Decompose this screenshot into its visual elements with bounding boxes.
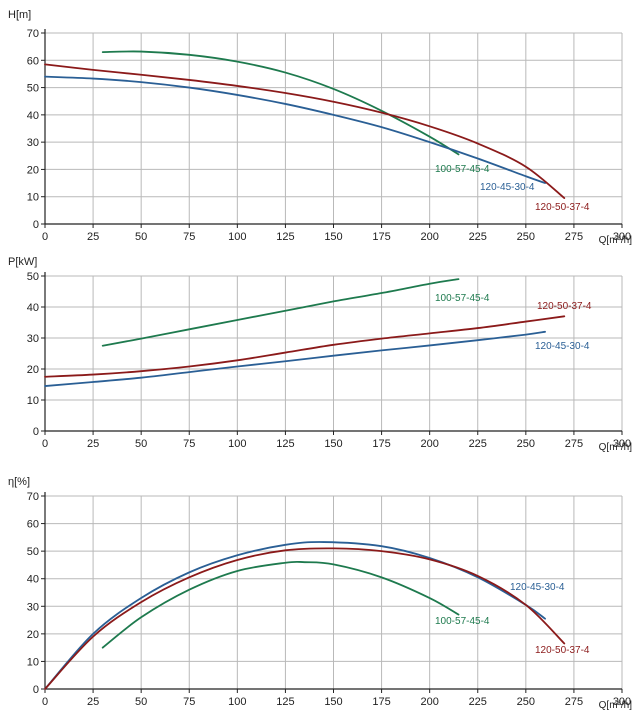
power-y-tick-label: 30 <box>27 333 39 345</box>
head-x-tick-label: 100 <box>228 231 246 243</box>
head-chart: 0 10 20 30 40 50 60 70 0 25 50 75 100 125 150 175 200 225… <box>8 9 632 246</box>
head-x-tick-label: 75 <box>183 231 195 243</box>
head-y-tick-label: 0 <box>33 219 39 231</box>
power-series-label-100-57-45-4: 100-57-45-4 <box>435 293 490 304</box>
efficiency-x-tick-label: 50 <box>135 696 147 708</box>
power-y-tick-label: 50 <box>27 271 39 283</box>
efficiency-x-tick-label: 0 <box>42 696 48 708</box>
power-x-tick-label: 100 <box>228 438 246 450</box>
head-series-label-120-50-37-4: 120-50-37-4 <box>535 202 590 213</box>
head-y-tick-label: 70 <box>27 28 39 40</box>
head-y-tick-label: 50 <box>27 83 39 95</box>
power-x-tick-label: 75 <box>183 438 195 450</box>
power-x-tick-label: 150 <box>324 438 342 450</box>
power-x-tick-label: 0 <box>42 438 48 450</box>
head-x-axis-label: Q[m³/h] <box>599 235 633 246</box>
efficiency-x-tick-label: 25 <box>87 696 99 708</box>
head-x-tick-label: 125 <box>276 231 294 243</box>
head-x-tick-label: 225 <box>469 231 487 243</box>
head-x-tick-label: 275 <box>565 231 583 243</box>
efficiency-x-tick-label: 250 <box>517 696 535 708</box>
power-y-axis-label: P[kW] <box>8 256 37 268</box>
efficiency-y-tick-label: 70 <box>27 491 39 503</box>
head-y-tick-label: 40 <box>27 110 39 122</box>
efficiency-y-tick-label: 20 <box>27 629 39 641</box>
efficiency-y-tick-label: 30 <box>27 601 39 613</box>
efficiency-x-tick-label: 300 <box>613 696 631 708</box>
power-series-120-50-37-4 <box>44 315 566 378</box>
power-y-tick-label: 20 <box>27 364 39 376</box>
power-x-tick-label: 175 <box>372 438 390 450</box>
efficiency-x-tick-label: 200 <box>420 696 438 708</box>
efficiency-x-axis-label: Q[m³/h] <box>599 700 633 711</box>
head-x-tick-label: 25 <box>87 231 99 243</box>
power-x-tick-label: 225 <box>469 438 487 450</box>
efficiency-y-axis-label: η[%] <box>8 476 30 488</box>
head-x-tick-label: 0 <box>42 231 48 243</box>
efficiency-y-tick-label: 50 <box>27 546 39 558</box>
efficiency-x-tick-label: 75 <box>183 696 195 708</box>
efficiency-y-tick-label: 10 <box>27 656 39 668</box>
power-y-tick-label: 10 <box>27 395 39 407</box>
power-x-tick-label: 300 <box>613 438 631 450</box>
efficiency-y-tick-label: 60 <box>27 519 39 531</box>
head-x-tick-label: 250 <box>517 231 535 243</box>
power-x-axis-label: Q[m³/h] <box>599 442 633 453</box>
head-x-tick-label: 200 <box>420 231 438 243</box>
power-series-label-120-45-30-4: 120-45-30-4 <box>535 341 590 352</box>
head-series-100-57-45-4 <box>101 50 460 156</box>
power-series-120-45-30-4 <box>44 330 546 387</box>
head-series-120-45-30-4 <box>44 75 546 184</box>
efficiency-x-tick-label: 125 <box>276 696 294 708</box>
power-x-tick-label: 275 <box>565 438 583 450</box>
head-y-axis-label: H[m] <box>8 9 31 21</box>
head-x-tick-label: 50 <box>135 231 147 243</box>
efficiency-chart: 0 10 20 30 40 50 60 70 0 25 50 75 100 125 150 175 200 225… <box>8 476 632 711</box>
power-x-tick-label: 25 <box>87 438 99 450</box>
efficiency-series-label-120-50-37-4: 120-50-37-4 <box>535 645 590 656</box>
efficiency-series-label-100-57-45-4: 100-57-45-4 <box>435 616 490 627</box>
power-series-label-120-50-37-4: 120-50-37-4 <box>537 301 592 312</box>
efficiency-series-label-120-45-30-4: 120-45-30-4 <box>510 582 565 593</box>
efficiency-x-tick-label: 100 <box>228 696 246 708</box>
power-y-tick-label: 40 <box>27 302 39 314</box>
power-chart: 0 10 20 30 40 50 0 25 50 75 100 125 150 175 200 225 250 2… <box>8 256 632 453</box>
power-x-tick-label: 50 <box>135 438 147 450</box>
power-series-100-57-45-4 <box>101 278 460 347</box>
efficiency-series-120-50-37-4 <box>44 547 566 690</box>
head-x-tick-label: 175 <box>372 231 390 243</box>
power-x-tick-label: 250 <box>517 438 535 450</box>
head-x-tick-label: 300 <box>613 231 631 243</box>
efficiency-x-tick-label: 175 <box>372 696 390 708</box>
efficiency-y-tick-label: 0 <box>33 684 39 696</box>
power-x-tick-label: 125 <box>276 438 294 450</box>
efficiency-x-tick-label: 150 <box>324 696 342 708</box>
head-y-tick-label: 60 <box>27 55 39 67</box>
head-x-tick-label: 150 <box>324 231 342 243</box>
efficiency-series-120-45-30-4 <box>44 541 546 690</box>
head-series-label-100-57-45-4: 100-57-45-4 <box>435 164 490 175</box>
efficiency-series-100-57-45-4 <box>101 560 460 649</box>
power-x-tick-label: 200 <box>420 438 438 450</box>
efficiency-x-tick-label: 275 <box>565 696 583 708</box>
power-y-tick-label: 0 <box>33 426 39 438</box>
head-y-tick-label: 20 <box>27 164 39 176</box>
head-series-label-120-45-30-4: 120-45-30-4 <box>480 182 535 193</box>
head-y-tick-label: 30 <box>27 137 39 149</box>
head-series-120-50-37-4 <box>44 63 566 199</box>
efficiency-y-tick-label: 40 <box>27 574 39 586</box>
efficiency-x-tick-label: 225 <box>469 696 487 708</box>
head-y-tick-label: 10 <box>27 192 39 204</box>
